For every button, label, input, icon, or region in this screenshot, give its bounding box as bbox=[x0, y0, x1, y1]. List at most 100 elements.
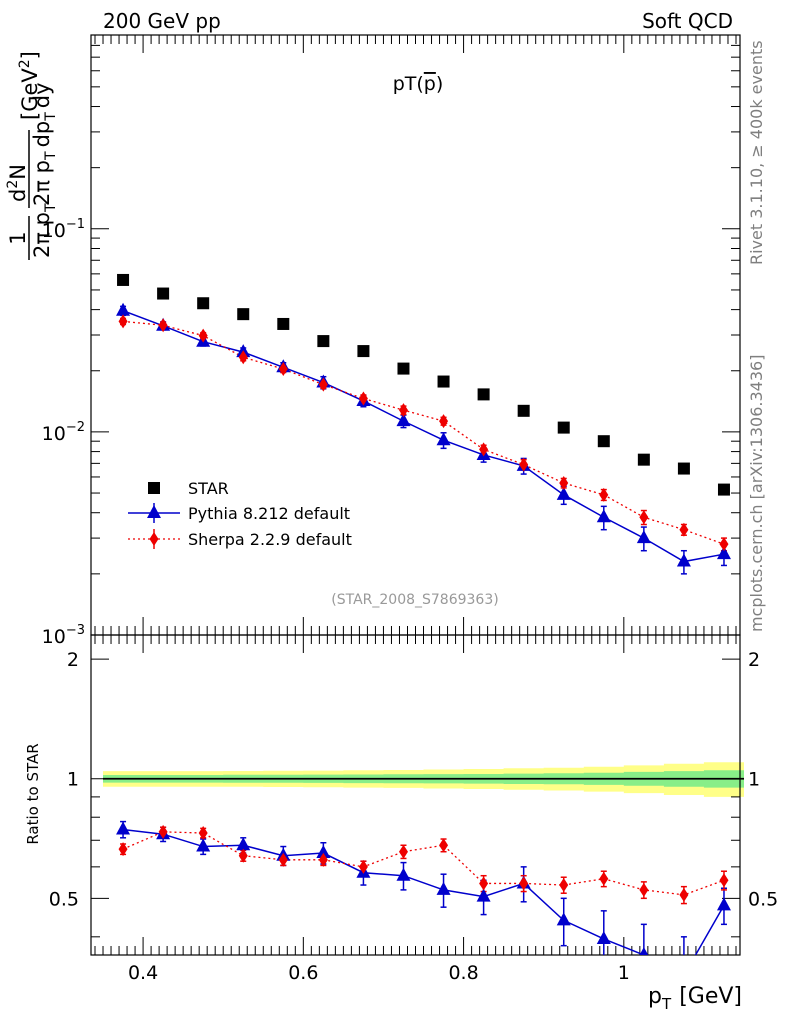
star-marker bbox=[357, 345, 370, 358]
header-left: 200 GeV pp bbox=[103, 9, 221, 33]
pythia-marker bbox=[147, 505, 161, 518]
sherpa-marker bbox=[519, 876, 529, 891]
star-marker bbox=[717, 483, 730, 496]
pythia-marker bbox=[116, 302, 131, 316]
pythia-marker bbox=[677, 967, 691, 980]
ratio-y-label: Ratio to STAR bbox=[24, 743, 42, 844]
star-marker bbox=[637, 453, 650, 466]
sherpa-marker bbox=[439, 414, 449, 429]
star-marker bbox=[677, 462, 690, 475]
sherpa-marker bbox=[679, 887, 689, 902]
sherpa-marker bbox=[158, 824, 168, 839]
pythia-marker bbox=[639, 947, 649, 955]
legend-label: Sherpa 2.2.9 default bbox=[188, 530, 352, 549]
sherpa-marker bbox=[398, 403, 408, 418]
ylabel-denominator: 2π pTdpTdy bbox=[30, 82, 59, 206]
plot-label: pT(p) bbox=[393, 73, 444, 95]
main-y-tick-label: 10−1 bbox=[42, 217, 85, 242]
sherpa-marker bbox=[559, 878, 569, 893]
star-marker bbox=[317, 335, 330, 348]
star-marker bbox=[197, 297, 210, 310]
ratio-frame bbox=[90, 634, 741, 956]
ratio-y-tick-label-right: 0.5 bbox=[748, 888, 778, 910]
pythia-marker bbox=[316, 845, 331, 859]
pythia-marker bbox=[196, 838, 211, 852]
star-marker bbox=[277, 317, 290, 330]
sherpa-marker bbox=[278, 852, 288, 867]
sherpa-marker bbox=[358, 859, 368, 874]
ratio-clipped bbox=[116, 820, 731, 980]
sherpa-ratio-line bbox=[122, 831, 725, 896]
legend-label: STAR bbox=[188, 479, 229, 498]
pythia-marker bbox=[436, 432, 451, 446]
star-marker bbox=[237, 308, 250, 321]
sherpa-line bbox=[122, 320, 725, 545]
ratio-y-tick-label-right: 1 bbox=[748, 769, 760, 791]
x-tick-label: 0.8 bbox=[448, 962, 478, 984]
star-marker bbox=[517, 404, 530, 417]
sherpa-marker bbox=[198, 826, 208, 841]
sherpa-marker bbox=[278, 362, 288, 377]
pythia-line bbox=[122, 310, 725, 563]
pythia-marker bbox=[676, 553, 691, 567]
sherpa-marker bbox=[238, 848, 248, 863]
sherpa-marker bbox=[318, 852, 328, 867]
legend-label: Pythia 8.212 default bbox=[188, 504, 350, 523]
pythia-marker bbox=[556, 912, 571, 926]
ylabel-one: 1 bbox=[6, 231, 30, 244]
sherpa-marker bbox=[479, 876, 489, 891]
star-marker bbox=[157, 287, 170, 300]
x-tick-label: 0.6 bbox=[288, 962, 318, 984]
main-series bbox=[116, 273, 731, 575]
sherpa-marker bbox=[318, 377, 328, 392]
star-marker bbox=[117, 273, 130, 286]
main-y-tick-label: 10−2 bbox=[42, 420, 85, 445]
plot-label-close: ) bbox=[436, 73, 443, 95]
sherpa-marker bbox=[198, 328, 208, 343]
ratio-y-tick-label-left: 0.5 bbox=[49, 888, 79, 910]
pythia-marker bbox=[396, 413, 411, 427]
pythia-marker bbox=[636, 530, 651, 544]
ratio-series bbox=[116, 820, 731, 980]
star-marker bbox=[148, 482, 160, 494]
sherpa-marker bbox=[479, 442, 489, 457]
x-tick-label: 0.4 bbox=[128, 962, 158, 984]
star-marker bbox=[597, 435, 610, 448]
pythia-marker bbox=[116, 821, 131, 835]
sherpa-marker bbox=[639, 882, 649, 897]
x-axis-label: pT [GeV] bbox=[648, 984, 742, 1013]
main-y-label: 1 2π pT d2N 2π pTdpTdy [GeV2] bbox=[5, 51, 59, 260]
plot-label-particle: p bbox=[424, 73, 436, 95]
sherpa-marker bbox=[639, 510, 649, 525]
ratio-y-tick-label-left: 2 bbox=[67, 649, 79, 671]
star-marker bbox=[477, 388, 490, 401]
ratio-y-tick-label-left: 1 bbox=[67, 769, 79, 791]
pythia-marker bbox=[436, 881, 451, 895]
ylabel-d2N: d2N bbox=[5, 164, 30, 202]
pythia-marker bbox=[596, 509, 611, 523]
analysis-id: (STAR_2008_S7869363) bbox=[331, 592, 498, 608]
sherpa-marker bbox=[149, 532, 159, 546]
main-y-tick-label: 10−3 bbox=[42, 623, 85, 648]
star-marker bbox=[557, 421, 570, 434]
sherpa-marker bbox=[158, 318, 168, 333]
sherpa-marker bbox=[559, 476, 569, 491]
x-tick-label: 1 bbox=[618, 962, 630, 984]
pythia-ratio-line bbox=[122, 828, 725, 955]
sherpa-marker bbox=[679, 522, 689, 537]
ratio-bands bbox=[103, 762, 745, 797]
pythia-marker bbox=[716, 897, 731, 911]
side-text-top: Rivet 3.1.10, ≥ 400k events bbox=[747, 40, 766, 265]
sherpa-marker bbox=[519, 457, 529, 472]
axis-labels: 200 GeV pp Soft QCD pT(p) (STAR_2008_S78… bbox=[5, 9, 766, 1013]
sherpa-marker bbox=[599, 871, 609, 886]
star-marker bbox=[437, 375, 450, 388]
pythia-marker bbox=[716, 546, 731, 560]
ylabel-two-pi: 2π pT bbox=[30, 203, 59, 258]
sherpa-marker bbox=[238, 350, 248, 365]
star-marker bbox=[397, 362, 410, 375]
header-right: Soft QCD bbox=[642, 9, 733, 33]
pythia-marker bbox=[556, 486, 571, 500]
ylabel-unit: [GeV2] bbox=[17, 51, 42, 120]
pythia-marker bbox=[596, 930, 611, 944]
